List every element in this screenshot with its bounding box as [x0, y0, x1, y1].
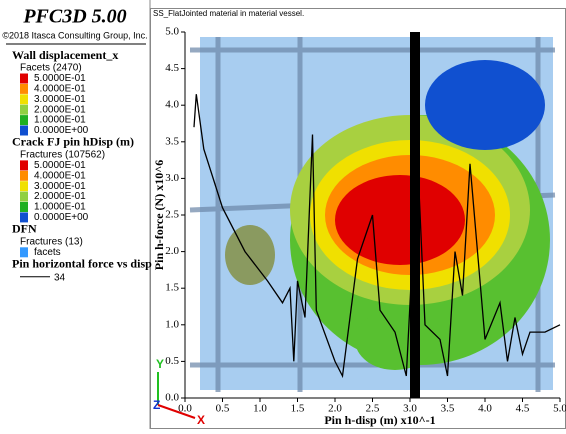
legend-title: Pin horizontal force vs disp [12, 256, 152, 270]
triad-label: Y [156, 357, 164, 371]
legend-swatch [20, 94, 28, 105]
y-tick-label: 3.0 [165, 172, 179, 184]
x-tick-label: 3.0 [403, 403, 417, 415]
y-tick-label: 5.0 [165, 26, 179, 38]
legend-swatch [20, 212, 28, 223]
legend-swatch [20, 104, 28, 115]
legend-subtitle: Fractures (13) [20, 236, 83, 247]
x-tick-label: 2.0 [328, 403, 342, 415]
app-title: PFC3D 5.00 [22, 6, 126, 28]
y-axis-label: Pin h-force (N) x10^6 [152, 160, 166, 270]
plot: 0.0 0.5 1.0 1.5 2.0 2.5 3.0 3.5 4.0 4.5 5.0 0.0 0.5 1… [152, 26, 566, 428]
legend-label: 0.0000E+00 [34, 125, 89, 136]
y-tick-label: 3.5 [165, 135, 179, 147]
triad-label: Z [153, 398, 160, 412]
x-tick-label: 1.0 [253, 403, 267, 415]
x-tick-label: 0.0 [178, 403, 192, 415]
legend-label: 5.0000E-01 [34, 73, 86, 84]
y-tick-label: 1.5 [165, 282, 179, 294]
x-tick-label: 1.5 [291, 403, 305, 415]
x-axis-label: Pin h-disp (m) x10^-1 [324, 413, 435, 427]
legend-label: 2.0000E-01 [34, 191, 86, 202]
y-tick-label: 0.5 [165, 355, 179, 367]
legend-label: 1.0000E-01 [34, 115, 86, 126]
legend-title: Crack FJ pin hDisp (m) [12, 135, 134, 149]
y-tick-label: 1.0 [165, 318, 179, 330]
legend-swatch [20, 170, 28, 181]
copyright: ©2018 Itasca Consulting Group, Inc. [2, 30, 147, 40]
x-tick-label: 5.0 [553, 403, 566, 415]
y-tick-label: 2.0 [165, 245, 179, 257]
legend-label: 3.0000E-01 [34, 181, 86, 192]
legend-swatch [20, 202, 28, 212]
legend-swatch [20, 181, 28, 192]
y-tick-label: 2.5 [165, 209, 179, 221]
legend-label: 2.0000E-01 [34, 104, 86, 115]
legend-label: 3.0000E-01 [34, 94, 86, 105]
legend-label: facets [34, 247, 61, 258]
x-tick-label: 2.5 [366, 403, 380, 415]
legend-label: 0.0000E+00 [34, 212, 89, 223]
legend-subtitle: Fractures (107562) [20, 150, 105, 161]
y-tick-label: 0.0 [165, 392, 179, 404]
legend-subtitle: Facets (2470) [20, 63, 82, 74]
legend-label: 1.0000E-01 [34, 202, 86, 213]
legend-swatch [20, 73, 28, 84]
legend-label: 5.0000E-01 [34, 160, 86, 171]
legend-swatch [20, 191, 28, 202]
y-tick-label: 4.0 [165, 99, 179, 111]
legend-label: 4.0000E-01 [34, 84, 86, 95]
legend-title: Wall displacement_x [12, 48, 118, 62]
legend-swatch [20, 125, 28, 136]
legend-label: 4.0000E-01 [34, 170, 86, 181]
x-tick-label: 4.0 [478, 403, 492, 415]
triad-label: X [197, 413, 205, 427]
viewport-title: SS_FlatJointed material in material vess… [153, 9, 304, 18]
y-tick-label: 4.5 [165, 62, 179, 74]
legend-swatch [20, 160, 28, 171]
x-tick-label: 3.5 [441, 403, 455, 415]
legend-swatch [20, 115, 28, 126]
triad-x [157, 404, 196, 419]
x-tick-label: 4.5 [516, 403, 530, 415]
x-tick-label: 0.5 [216, 403, 230, 415]
legend-swatch [20, 83, 28, 94]
legend-swatch [20, 247, 28, 258]
force-disp-line [193, 94, 561, 379]
legend-title: DFN [12, 222, 37, 236]
legend-label: 34 [54, 272, 66, 283]
